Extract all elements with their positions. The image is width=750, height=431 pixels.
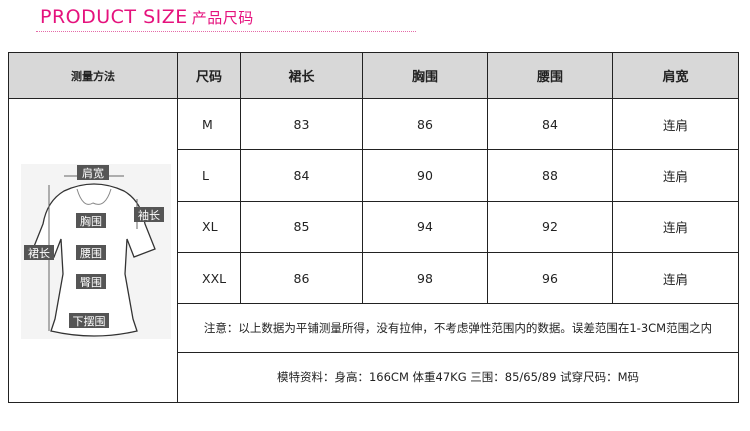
col-method: 测量方法 [8, 52, 178, 99]
measurement-diagram: 肩宽 袖长 胸围 裙长 腰围 臀围 下摆围 [8, 98, 178, 403]
cell-size: L [177, 149, 241, 202]
header-row: 测量方法 尺码 裙长 胸围 腰围 肩宽 [8, 52, 739, 99]
table-row: 肩宽 袖长 胸围 裙长 腰围 臀围 下摆围 M 83 86 84 连肩 [8, 97, 739, 403]
cell-waist: 84 [487, 97, 613, 151]
label-waist: 腰围 [80, 247, 102, 260]
col-length: 裙长 [240, 52, 363, 99]
col-size: 尺码 [177, 52, 241, 99]
cell-shoulder: 连肩 [612, 200, 739, 253]
cell-waist: 88 [487, 149, 613, 202]
page-title: PRODUCT SIZE 产品尺码 [40, 6, 254, 28]
cell-waist: 92 [487, 200, 613, 253]
label-length: 裙长 [28, 247, 50, 260]
cell-length: 84 [240, 149, 363, 202]
label-hem: 下摆围 [73, 314, 106, 328]
col-shoulder: 肩宽 [612, 52, 739, 99]
size-table: 测量方法 尺码 裙长 胸围 腰围 肩宽 肩宽 袖长 胸围 裙长 腰围 臀围 [8, 52, 739, 404]
label-bust: 胸围 [80, 214, 102, 228]
cell-shoulder: 连肩 [612, 149, 739, 202]
note-text: 注意：以上数据为平铺测量所得，没有拉伸，不考虑弹性范围内的数据。误差范围在1-3… [177, 303, 739, 353]
label-shoulder: 肩宽 [82, 166, 104, 180]
cell-size: XXL [177, 251, 241, 305]
model-info: 模特资料：身高：166CM 体重47KG 三围：85/65/89 试穿尺码：M码 [177, 351, 739, 404]
table-row: XL 85 94 92 连肩 [9, 200, 739, 253]
cell-bust: 94 [362, 200, 488, 253]
divider [36, 31, 416, 32]
cell-bust: 98 [362, 251, 488, 305]
cell-bust: 86 [362, 97, 488, 151]
cell-size: XL [177, 200, 241, 253]
model-row: 模特资料：身高：166CM 体重47KG 三围：85/65/89 试穿尺码：M码 [9, 351, 739, 404]
table-row: XXL 86 98 96 连肩 [9, 251, 739, 305]
table-row: L 84 90 88 连肩 [9, 149, 739, 202]
label-hip: 臀围 [80, 276, 102, 289]
cell-bust: 90 [362, 149, 488, 202]
cell-size: M [177, 97, 241, 151]
cell-length: 83 [240, 97, 363, 151]
note-row: 注意：以上数据为平铺测量所得，没有拉伸，不考虑弹性范围内的数据。误差范围在1-3… [9, 303, 739, 353]
col-waist: 腰围 [487, 52, 613, 99]
cell-waist: 96 [487, 251, 613, 305]
label-sleeve: 袖长 [138, 208, 160, 222]
cell-length: 86 [240, 251, 363, 305]
cell-shoulder: 连肩 [612, 97, 739, 151]
cell-length: 85 [240, 200, 363, 253]
cell-shoulder: 连肩 [612, 251, 739, 305]
col-bust: 胸围 [362, 52, 488, 99]
dress-diagram: 肩宽 袖长 胸围 裙长 腰围 臀围 下摆围 [21, 164, 171, 339]
